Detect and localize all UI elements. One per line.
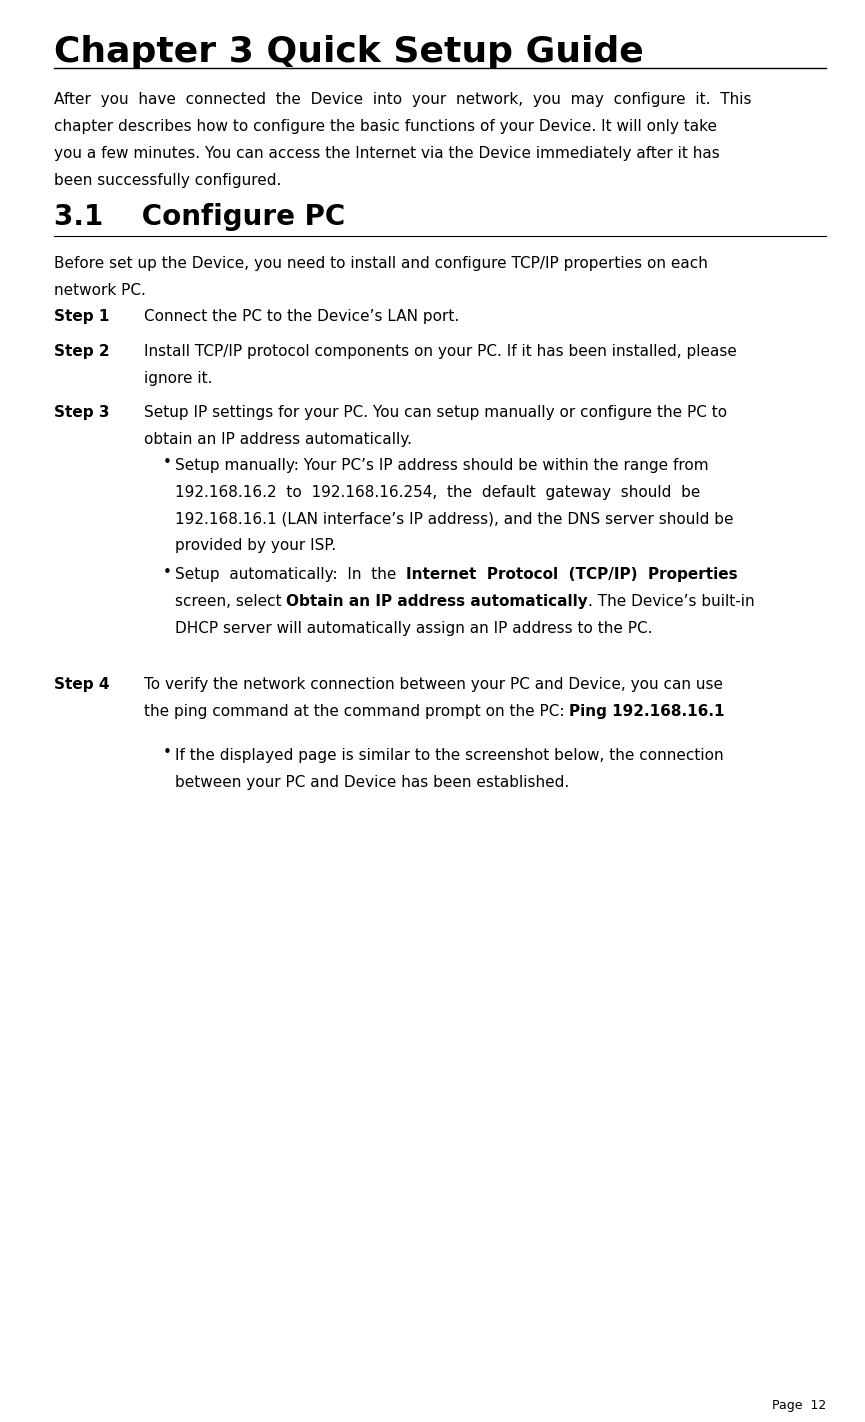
Text: •: • (163, 455, 171, 471)
Text: DHCP server will automatically assign an IP address to the PC.: DHCP server will automatically assign an… (175, 621, 652, 636)
Text: between your PC and Device has been established.: between your PC and Device has been esta… (175, 775, 569, 789)
Text: Obtain an IP address automatically: Obtain an IP address automatically (286, 594, 588, 609)
Text: provided by your ISP.: provided by your ISP. (175, 538, 336, 553)
Text: Step 2: Step 2 (54, 344, 109, 360)
Text: •: • (163, 745, 171, 761)
Text: To verify the network connection between your PC and Device, you can use: To verify the network connection between… (144, 677, 722, 693)
Text: Internet  Protocol  (TCP/IP)  Properties: Internet Protocol (TCP/IP) Properties (406, 567, 738, 583)
Text: network PC.: network PC. (54, 283, 145, 297)
Text: Step 3: Step 3 (54, 405, 109, 421)
Text: Page  12: Page 12 (772, 1399, 826, 1412)
Text: Setup  automatically:  In  the: Setup automatically: In the (175, 567, 406, 583)
Text: Setup manually: Your PC’s IP address should be within the range from: Setup manually: Your PC’s IP address sho… (175, 458, 708, 474)
Text: the ping command at the command prompt on the PC:: the ping command at the command prompt o… (144, 704, 569, 718)
Text: . The Device’s built-in: . The Device’s built-in (588, 594, 754, 609)
Text: Connect the PC to the Device’s LAN port.: Connect the PC to the Device’s LAN port. (144, 309, 458, 324)
Text: been successfully configured.: been successfully configured. (54, 172, 281, 188)
Text: Before set up the Device, you need to install and configure TCP/IP properties on: Before set up the Device, you need to in… (54, 256, 708, 272)
Text: Step 4: Step 4 (54, 677, 109, 693)
Text: ignore it.: ignore it. (144, 371, 212, 385)
Text: chapter describes how to configure the basic functions of your Device. It will o: chapter describes how to configure the b… (54, 119, 716, 134)
Text: Install TCP/IP protocol components on your PC. If it has been installed, please: Install TCP/IP protocol components on yo… (144, 344, 736, 360)
Text: 192.168.16.1 (LAN interface’s IP address), and the DNS server should be: 192.168.16.1 (LAN interface’s IP address… (175, 512, 734, 526)
Text: •: • (163, 565, 171, 580)
Text: After  you  have  connected  the  Device  into  your  network,  you  may  config: After you have connected the Device into… (54, 92, 751, 108)
Text: Ping 192.168.16.1: Ping 192.168.16.1 (569, 704, 725, 718)
Text: obtain an IP address automatically.: obtain an IP address automatically. (144, 432, 412, 447)
Text: Chapter 3 Quick Setup Guide: Chapter 3 Quick Setup Guide (54, 34, 644, 68)
Text: 3.1    Configure PC: 3.1 Configure PC (54, 203, 345, 232)
Text: Setup IP settings for your PC. You can setup manually or configure the PC to: Setup IP settings for your PC. You can s… (144, 405, 727, 421)
Text: Step 1: Step 1 (54, 309, 109, 324)
Text: screen, select: screen, select (175, 594, 286, 609)
Text: you a few minutes. You can access the Internet via the Device immediately after : you a few minutes. You can access the In… (54, 146, 720, 161)
Text: 192.168.16.2  to  192.168.16.254,  the  default  gateway  should  be: 192.168.16.2 to 192.168.16.254, the defa… (175, 485, 700, 499)
Text: If the displayed page is similar to the screenshot below, the connection: If the displayed page is similar to the … (175, 748, 723, 764)
